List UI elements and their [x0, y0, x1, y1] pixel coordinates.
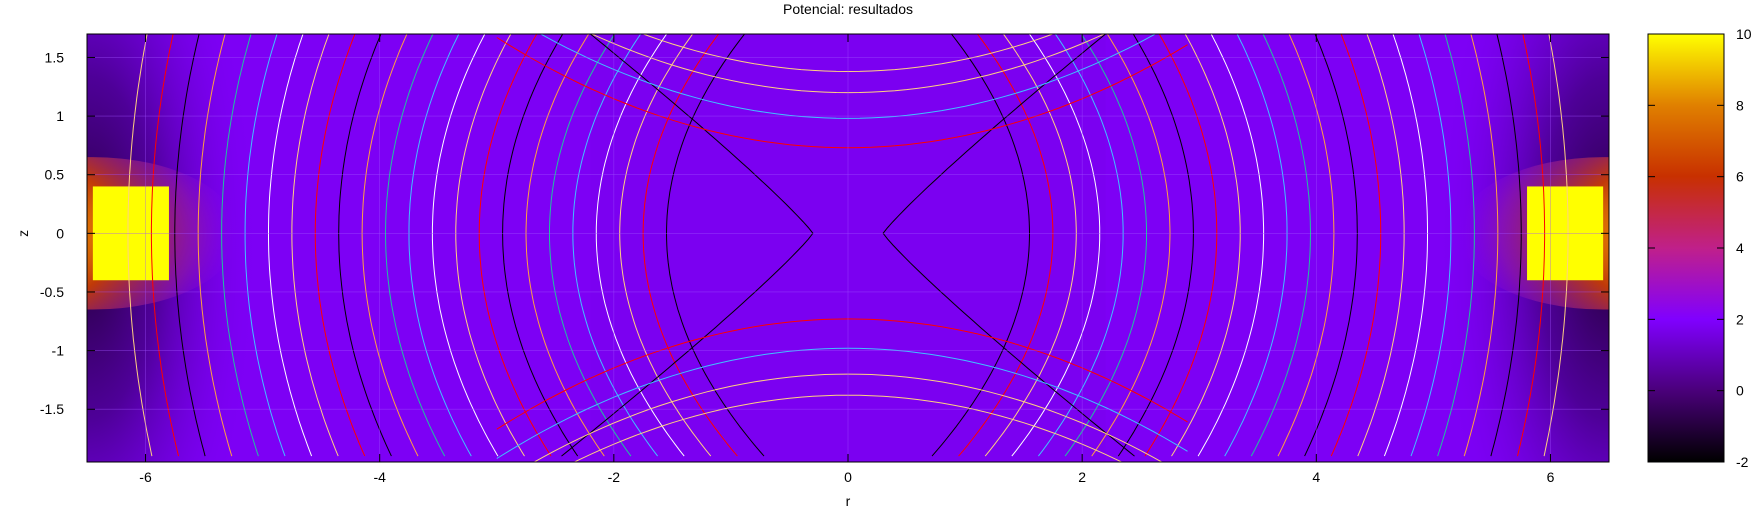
contour-arc — [539, 34, 1157, 119]
y-axis: 1.5 1 0.5 0 -0.5 -1 -1.5 — [40, 49, 1609, 417]
colorbar-tick-label: 10 — [1736, 26, 1752, 42]
contour-line — [572, 34, 658, 457]
contour-line — [665, 34, 765, 457]
x-tick-label: 0 — [844, 469, 852, 485]
contour-line — [1543, 34, 1569, 457]
contour-line — [197, 34, 233, 457]
contour-arc — [496, 318, 1188, 430]
contour-arc — [533, 373, 1163, 462]
contour-arc — [573, 394, 1123, 462]
contour-line — [1490, 34, 1522, 457]
y-tick-label: -1 — [52, 343, 65, 359]
contour-line — [1171, 34, 1241, 457]
contour-line — [619, 34, 712, 457]
x-tick-label: -6 — [139, 469, 152, 485]
contour-line — [1463, 34, 1499, 457]
colorbar-gradient — [1647, 33, 1725, 463]
x-tick-label: 6 — [1547, 469, 1555, 485]
colorbar-tick-label: -2 — [1736, 454, 1749, 470]
x-tick-label: 2 — [1078, 469, 1086, 485]
contour-line — [1517, 34, 1546, 457]
contour-line — [1250, 34, 1312, 457]
contour-line — [1038, 34, 1124, 457]
contour-line — [150, 34, 179, 457]
contour-line — [1357, 34, 1405, 457]
y-tick-label: -1.5 — [40, 401, 64, 417]
y-tick-label: 1.5 — [45, 49, 65, 65]
contour-line — [525, 34, 605, 457]
contour-saddle — [882, 34, 1135, 457]
colorbar-tick-label: 4 — [1736, 240, 1744, 256]
grid-lines — [87, 34, 1609, 462]
contour-line — [455, 34, 525, 457]
y-tick-label: -0.5 — [40, 284, 64, 300]
contour-line — [1091, 34, 1171, 457]
colorbar-tick-label: 0 — [1736, 383, 1744, 399]
contour-line — [1144, 34, 1218, 457]
contour-line — [1437, 34, 1475, 457]
contour-line — [1117, 34, 1194, 457]
x-tick-label: 4 — [1312, 469, 1320, 485]
chart-title: Potencial: resultados — [783, 1, 913, 17]
contour-line — [384, 34, 446, 457]
contour-line — [1330, 34, 1382, 457]
x-axis-label: r — [846, 493, 851, 509]
contour-line — [244, 34, 286, 457]
contour-line — [1064, 34, 1147, 457]
contour-line — [1277, 34, 1335, 457]
contour-line — [268, 34, 313, 457]
contour-line — [1304, 34, 1358, 457]
contour-line — [1224, 34, 1288, 457]
y-tick-label: 0.5 — [45, 167, 65, 183]
heatmap-field — [87, 34, 1609, 462]
colorbar: 10 8 6 4 2 0 -2 — [1647, 26, 1752, 470]
contour-line — [1197, 34, 1265, 457]
contour-saddle — [561, 34, 814, 457]
colorbar-tick-label: 2 — [1736, 311, 1744, 327]
contour-arc — [496, 37, 1188, 149]
colorbar-tick-label: 8 — [1736, 97, 1744, 113]
contour-line — [1410, 34, 1452, 457]
x-tick-label: -2 — [608, 469, 621, 485]
contour-line — [931, 34, 1031, 457]
contour-line — [408, 34, 472, 457]
contour-lines — [127, 34, 1569, 462]
contour-line — [338, 34, 392, 457]
contour-arc — [590, 34, 1106, 94]
contour-line — [431, 34, 499, 457]
contour-line — [502, 34, 579, 457]
contour-line — [984, 34, 1077, 457]
contour-line — [221, 34, 259, 457]
x-axis: -6 -4 -2 0 2 4 6 — [139, 34, 1555, 485]
contour-line — [361, 34, 419, 457]
contour-line — [549, 34, 632, 457]
contour-line — [595, 34, 685, 457]
contour-line — [314, 34, 366, 457]
colorbar-tick-label: 6 — [1736, 169, 1744, 185]
x-tick-label: -4 — [373, 469, 386, 485]
contour-line — [478, 34, 552, 457]
contour-line — [174, 34, 206, 457]
contour-arc — [641, 34, 1055, 73]
contour-line — [1383, 34, 1428, 457]
y-tick-label: 0 — [56, 225, 64, 241]
y-axis-label: z — [15, 230, 31, 237]
contour-line — [291, 34, 339, 457]
y-tick-label: 1 — [56, 108, 64, 124]
contour-line — [1011, 34, 1101, 457]
contour-arc — [496, 347, 1188, 459]
contour-line — [127, 34, 153, 457]
